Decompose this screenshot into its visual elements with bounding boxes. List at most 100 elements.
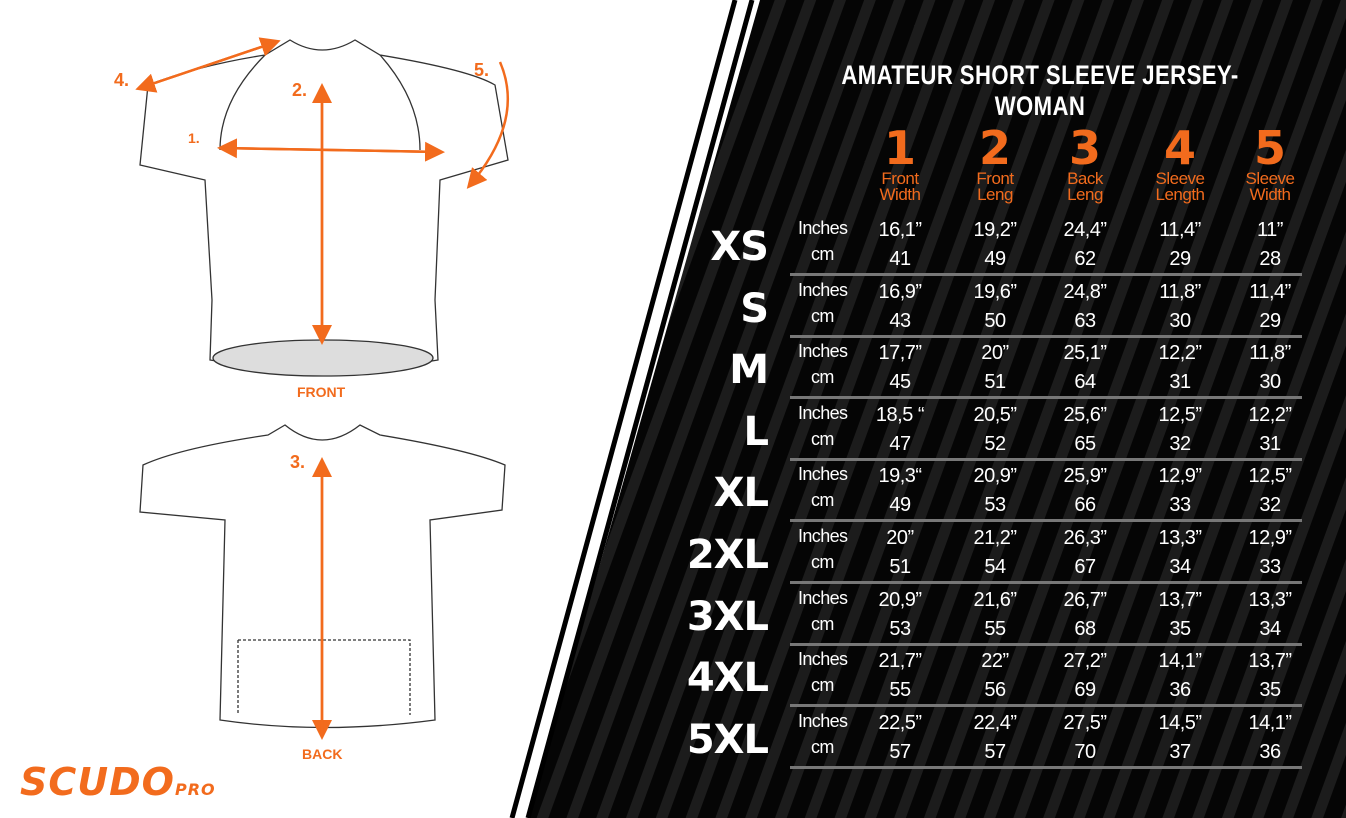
unit-cm: cm [811, 490, 834, 511]
size-label: XS [710, 224, 769, 270]
row-divider [790, 765, 1302, 769]
column-label: Sleeve [1155, 169, 1205, 188]
value-cm: 64 [1074, 371, 1096, 394]
unit-inches: Inches [798, 710, 848, 731]
column-label: Width [879, 185, 921, 204]
unit-cm: cm [811, 428, 834, 449]
unit-inches: Inches [798, 402, 848, 423]
table-row: 5XL Inches cm 22,5” 22,4” 27,5” 14,5” 14,1” 5… [687, 710, 1310, 773]
row-divider [790, 642, 1302, 646]
unit-inches: Inches [798, 526, 848, 546]
value-cm: 52 [984, 432, 1006, 455]
value-cm: 36 [1169, 679, 1191, 702]
value-inches: 25,9” [1063, 465, 1107, 488]
value-inches: 22,5” [878, 711, 922, 734]
column-number: 4 [1163, 121, 1196, 175]
value-cm: 34 [1169, 556, 1191, 578]
value-cm: 50 [984, 309, 1006, 332]
table-row: M Inches cm 17,7” 20” 25,1” 12,2” 11,8” 45 51 6… [690, 341, 1310, 403]
unit-cm: cm [811, 736, 834, 757]
value-cm: 69 [1074, 679, 1096, 702]
unit-inches: Inches [798, 341, 848, 362]
value-inches: 21,7” [878, 650, 922, 673]
value-inches: 12,2” [1158, 342, 1202, 365]
value-cm: 33 [1169, 494, 1191, 517]
unit-inches: Inches [798, 279, 848, 300]
unit-cm: cm [811, 552, 834, 572]
chart-title: AMATEUR SHORT SLEEVE JERSEY-WOMAN [841, 60, 1239, 121]
value-cm: 67 [1074, 556, 1096, 578]
unit-cm: cm [811, 675, 834, 696]
table-row: 3XL Inches cm 20,9” 21,6” 26,7” 13,7” 13,3” 5… [687, 587, 1310, 650]
value-inches: 13,7” [1158, 588, 1202, 611]
value-inches: 25,1” [1063, 342, 1107, 365]
value-inches: 26,7” [1063, 588, 1107, 611]
size-label: 4XL [686, 655, 769, 702]
value-inches: 13,3” [1248, 588, 1292, 611]
table-row: XS Inches cm 16,1” 19,2” 24,4” 11,4” 11” 41 49… [690, 218, 1310, 280]
value-cm: 35 [1169, 617, 1191, 640]
value-cm: 53 [984, 494, 1006, 517]
value-cm: 32 [1169, 432, 1191, 455]
unit-inches: Inches [798, 218, 848, 238]
row-divider [790, 704, 1302, 708]
value-cm: 62 [1074, 248, 1096, 270]
marker-2: 2. [292, 80, 308, 100]
value-cm: 55 [984, 617, 1006, 640]
value-inches: 11,8” [1249, 342, 1291, 365]
column-label: Length [1155, 185, 1206, 204]
column-header: 3 Back Leng [1040, 125, 1130, 203]
value-inches: 20” [886, 527, 914, 549]
dark-panel [528, 0, 1346, 818]
value-cm: 36 [1259, 740, 1281, 763]
value-inches: 12,5” [1158, 403, 1202, 426]
column-header: 1 Front Width [855, 125, 945, 203]
value-inches: 21,6” [973, 588, 1017, 611]
marker-3: 3. [290, 452, 306, 472]
value-inches: 12,9” [1248, 527, 1292, 549]
column-number: 1 [883, 121, 916, 175]
unit-cm: cm [811, 367, 834, 388]
value-inches: 20,9” [878, 588, 922, 611]
value-cm: 49 [889, 494, 911, 517]
value-inches: 19,2” [973, 219, 1017, 241]
value-inches: 12,2” [1248, 403, 1292, 426]
value-inches: 20,9” [973, 465, 1017, 488]
value-inches: 19,3“ [878, 465, 922, 488]
value-cm: 68 [1074, 617, 1096, 640]
front-jersey-diagram [139, 39, 509, 377]
value-inches: 14,1” [1158, 650, 1202, 673]
unit-cm: cm [811, 305, 834, 326]
value-cm: 43 [889, 309, 911, 332]
column-header: 2 Front Leng [950, 125, 1040, 203]
value-inches: 11” [1257, 219, 1283, 241]
value-inches: 18,5 “ [875, 403, 925, 426]
value-inches: 19,6” [973, 280, 1017, 303]
front-label: FRONT [297, 384, 346, 400]
value-cm: 51 [889, 556, 911, 578]
column-label: Back [1067, 169, 1103, 188]
unit-cm: cm [811, 244, 834, 264]
value-inches: 24,8” [1063, 280, 1107, 303]
unit-inches: Inches [798, 649, 848, 670]
column-header: 4 Sleeve Length [1135, 125, 1225, 203]
unit-inches: Inches [798, 464, 848, 485]
value-cm: 54 [984, 556, 1006, 578]
value-cm: 35 [1259, 679, 1281, 702]
value-cm: 31 [1169, 371, 1191, 394]
value-inches: 16,9” [878, 280, 922, 303]
column-label: Sleeve [1245, 169, 1295, 188]
size-label: L [743, 408, 769, 455]
value-cm: 47 [889, 432, 911, 455]
value-cm: 28 [1259, 248, 1281, 270]
value-cm: 31 [1259, 432, 1281, 455]
value-cm: 51 [984, 371, 1006, 394]
value-inches: 13,3” [1158, 527, 1202, 549]
value-cm: 29 [1259, 309, 1281, 332]
brand-logo: SCUDOPRO [20, 760, 216, 804]
marker-1: 1. [188, 130, 200, 146]
table-row: 2XL Inches cm 20” 21,2” 26,3” 13,3” 12,9” 51 5… [687, 526, 1310, 588]
unit-inches: Inches [798, 587, 848, 608]
column-label: Width [1249, 185, 1291, 204]
